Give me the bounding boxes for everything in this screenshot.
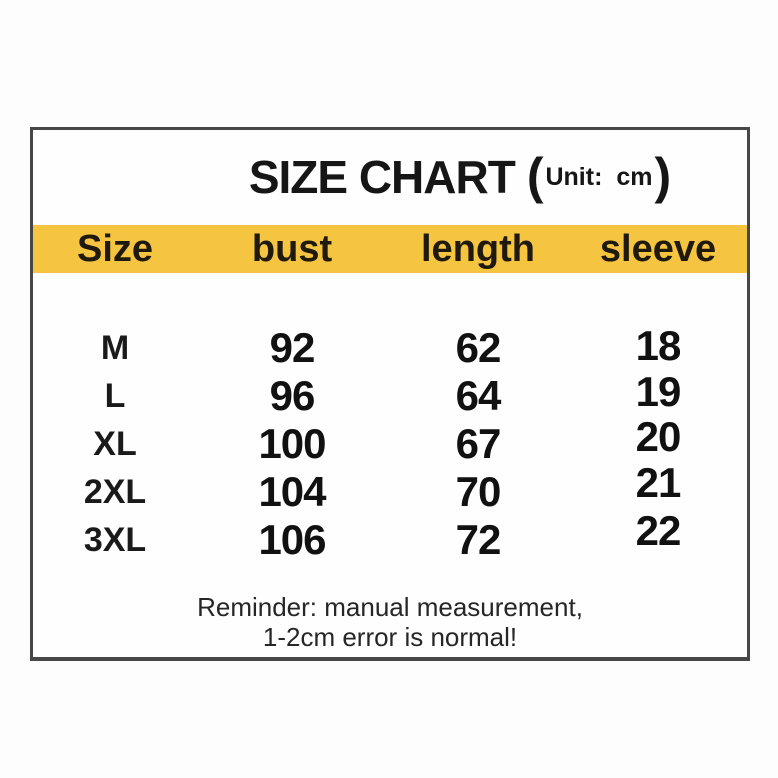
length-value: 62 — [455, 324, 502, 371]
bust-value: 92 — [269, 324, 316, 371]
reminder-note: Reminder: manual measurement, 1-2cm erro… — [33, 592, 747, 652]
table-row: M 92 62 18 — [33, 322, 747, 372]
length-value: 67 — [455, 420, 502, 467]
length-value: 64 — [455, 372, 502, 419]
bust-value: 100 — [258, 420, 326, 467]
reminder-line-2: 1-2cm error is normal! — [262, 622, 518, 652]
column-header-length: length — [421, 228, 535, 270]
bust-value: 104 — [258, 468, 326, 515]
size-label: XL — [93, 424, 137, 463]
size-chart-frame: SIZE CHART (Unit: cm) Size bust length sle… — [30, 127, 750, 661]
size-label: 3XL — [83, 520, 147, 559]
unit-label: Unit: — [545, 163, 603, 191]
sleeve-value: 22 — [635, 507, 682, 554]
column-header-bust: bust — [251, 228, 333, 270]
unit-paren-open-text: ( — [526, 148, 544, 204]
table-row: 2XL 104 70 21 — [33, 459, 747, 516]
sleeve-value: 18 — [635, 322, 682, 369]
unit-value: cm — [616, 163, 653, 191]
column-header-sleeve: sleeve — [599, 228, 717, 270]
table-header-row: Size bust length sleeve — [33, 225, 747, 273]
table-row: L 96 64 19 — [33, 368, 747, 420]
size-label: L — [104, 376, 126, 415]
table-row: XL 100 67 20 — [33, 413, 747, 468]
unit-paren-close-text: ) — [654, 148, 672, 204]
sleeve-value: 20 — [635, 413, 682, 460]
length-value: 72 — [455, 516, 502, 563]
length-value: 70 — [455, 468, 502, 515]
chart-title: SIZE CHART (Unit: cm) — [103, 150, 778, 215]
bust-value: 106 — [258, 516, 326, 563]
table-body: M 92 62 18 L 96 64 19 XL 100 67 20 2XL 1… — [33, 322, 747, 564]
size-label: M — [100, 328, 130, 367]
sleeve-value: 19 — [635, 368, 682, 415]
reminder-line-1: Reminder: manual measurement, — [197, 592, 583, 622]
table-row: 3XL 106 72 22 — [33, 507, 747, 564]
column-header-size: Size — [76, 228, 154, 270]
bust-value: 96 — [269, 372, 316, 419]
sleeve-value: 21 — [635, 459, 682, 506]
size-label: 2XL — [83, 472, 147, 511]
title-text: SIZE CHART — [248, 151, 516, 203]
